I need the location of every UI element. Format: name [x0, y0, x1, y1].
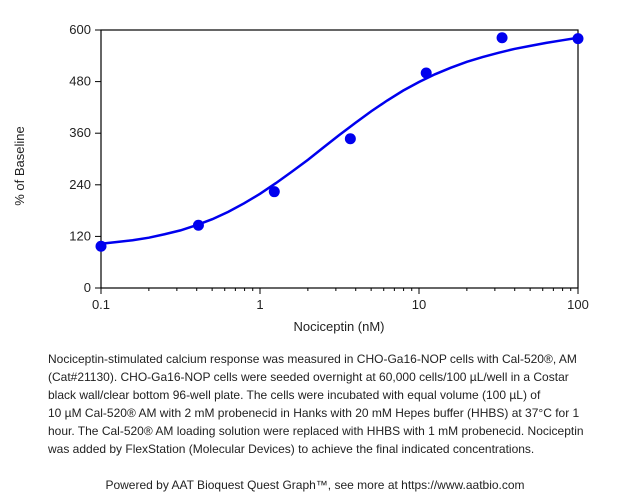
data-point	[496, 32, 508, 44]
y-tick-label: 600	[69, 22, 91, 37]
x-tick-label: 0.1	[92, 297, 110, 312]
caption-line: (Cat#21130). CHO-Ga16-NOP cells were see…	[48, 370, 569, 384]
data-point	[420, 67, 432, 79]
data-point	[344, 133, 356, 145]
figure-caption: Nociceptin-stimulated calcium response w…	[48, 350, 600, 458]
caption-line: 10 µM Cal-520® AM with 2 mM probenecid i…	[48, 406, 580, 420]
y-tick-label: 360	[69, 125, 91, 140]
y-tick-label: 480	[69, 74, 91, 89]
dose-response-chart: 0 120 240 360 480 600 0.1 1 10 100 % of Baseline…	[12, 22, 589, 334]
y-axis: 0 120 240 360 480 600	[69, 22, 101, 295]
data-point	[572, 33, 584, 45]
data-point	[192, 219, 204, 231]
plot-frame	[100, 29, 579, 289]
x-tick-label: 1	[256, 297, 263, 312]
data-point	[95, 240, 107, 252]
data-point	[268, 186, 280, 198]
caption-line: was added by FlexStation (Molecular Devi…	[48, 442, 535, 456]
fit-curve-layer	[100, 36, 579, 245]
x-axis-title: Nociceptin (nM)	[293, 319, 384, 334]
x-axis: 0.1 1 10 100	[92, 288, 589, 312]
y-tick-label: 0	[84, 280, 91, 295]
caption-line: Nociceptin-stimulated calcium response w…	[48, 352, 577, 366]
data-points-layer	[95, 32, 584, 252]
plot-border	[100, 29, 579, 289]
y-axis-title: % of Baseline	[12, 126, 27, 206]
y-tick-label: 240	[69, 177, 91, 192]
x-tick-label: 10	[412, 297, 426, 312]
caption-line: hour. The Cal-520® AM loading solution w…	[48, 424, 584, 438]
footer-credit: Powered by AAT Bioquest Quest Graph™, se…	[105, 478, 525, 492]
caption-line: black wall/clear bottom 96-well plate. T…	[48, 388, 541, 402]
fit-curve	[100, 36, 579, 245]
x-tick-label: 100	[567, 297, 589, 312]
y-tick-label: 120	[69, 228, 91, 243]
